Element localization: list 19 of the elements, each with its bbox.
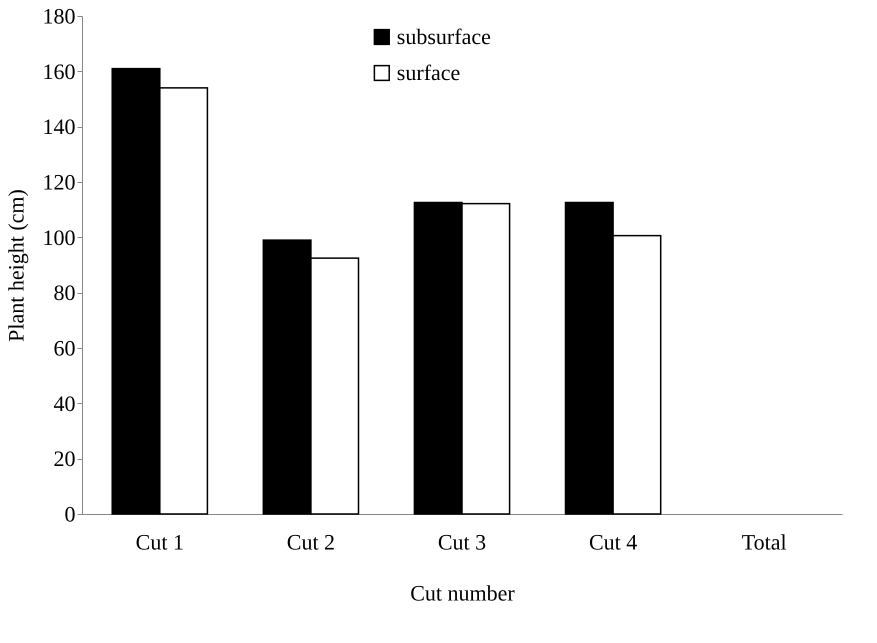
y-tick-label: 60: [54, 336, 76, 360]
y-tick-label: 140: [42, 114, 76, 140]
y-tick-label: 40: [54, 390, 76, 416]
y-axis-title: Plant height (cm): [4, 189, 28, 342]
y-tick-label: 80: [54, 280, 76, 306]
x-tick-label: Total: [742, 530, 787, 554]
y-tick-label: 0: [64, 502, 76, 526]
y-tick-label: 180: [42, 4, 76, 28]
legend-label: subsurface: [396, 24, 491, 49]
x-tick-label: Cut 3: [438, 530, 486, 554]
x-tick-label: Cut 4: [588, 530, 638, 554]
x-axis-title: Cut number: [410, 580, 516, 606]
y-tick-label: 100: [42, 224, 76, 250]
x-tick-label: Cut 1: [136, 530, 184, 554]
y-tick-label: 120: [42, 170, 76, 194]
x-tick-label: Cut 2: [286, 530, 336, 554]
y-tick-label: 20: [54, 446, 76, 472]
legend-label: surface: [396, 60, 460, 85]
y-tick-label: 160: [42, 58, 76, 84]
